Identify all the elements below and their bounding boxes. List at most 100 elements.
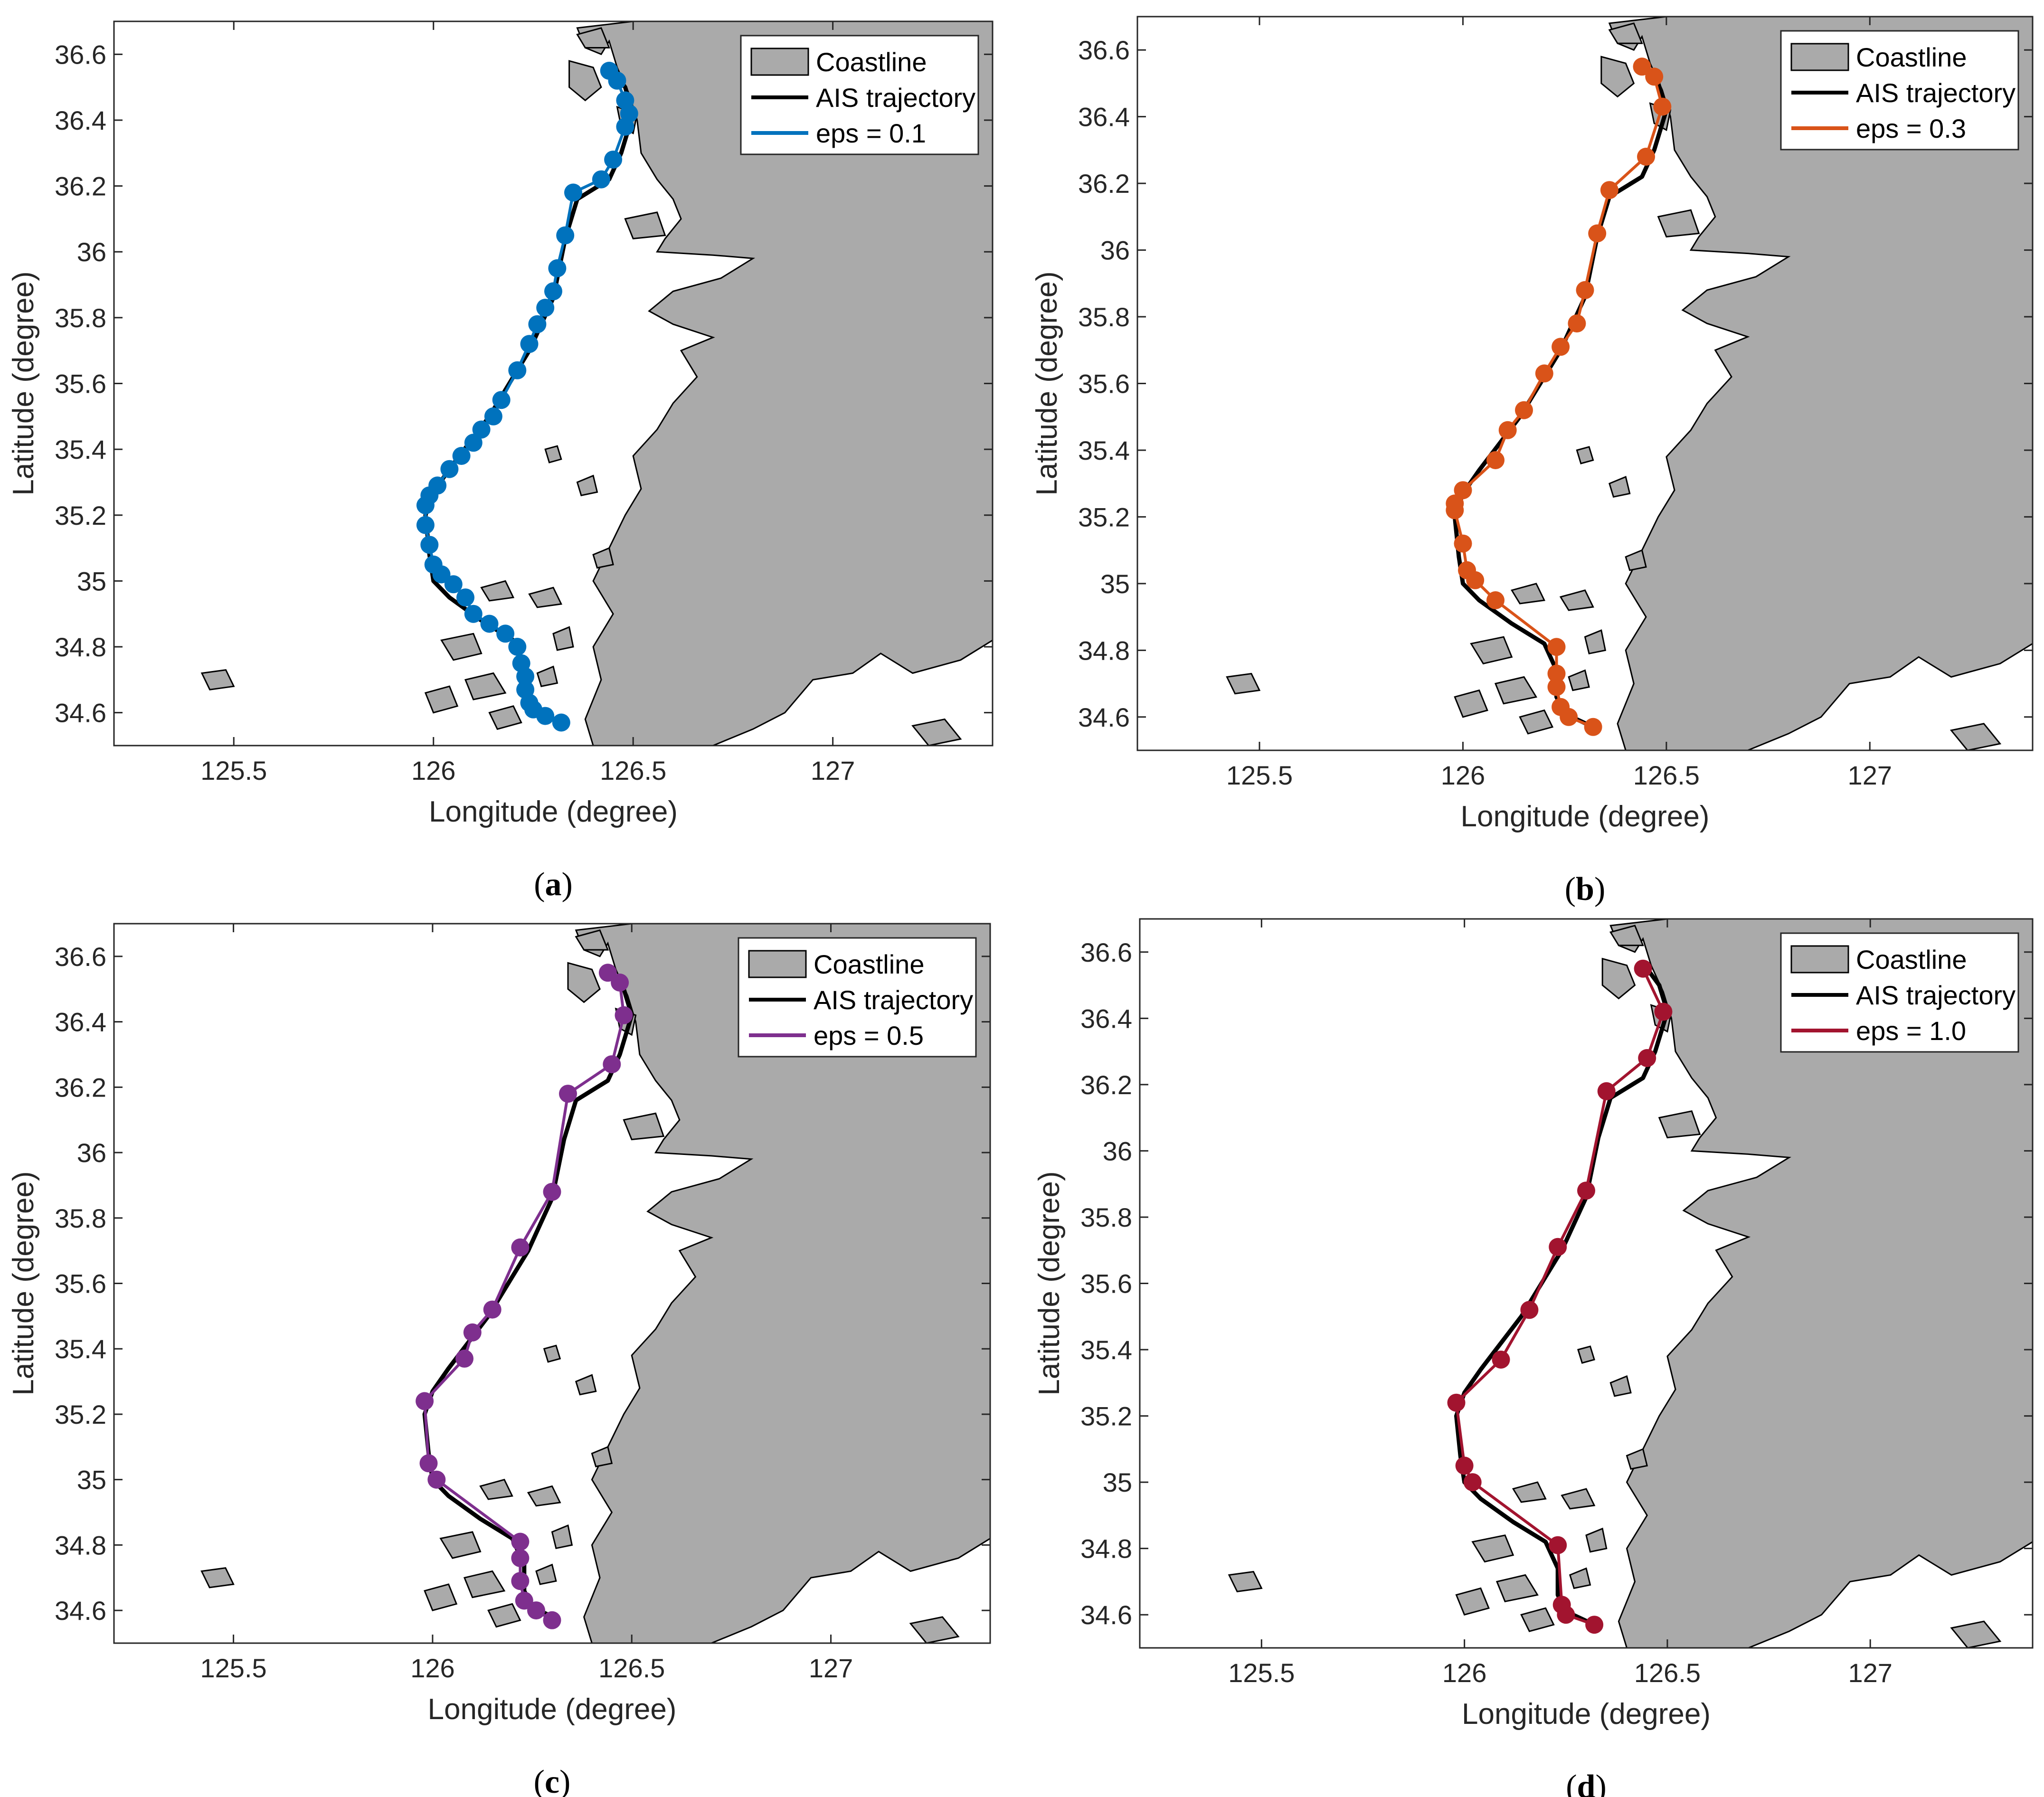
eps-point — [511, 1572, 530, 1590]
eps-point — [416, 1392, 434, 1410]
legend-swatch-coastline — [1790, 945, 1849, 974]
legend-swatch-coastline — [750, 47, 809, 76]
island — [1601, 957, 1636, 1000]
eps-point — [483, 1300, 502, 1319]
eps-point — [552, 713, 570, 732]
eps-point — [1520, 1301, 1539, 1319]
eps-point — [1597, 1082, 1616, 1100]
eps-point — [615, 1006, 633, 1024]
legend-label: AIS trajectory — [814, 985, 973, 1015]
eps-point — [1568, 314, 1586, 333]
x-tick-label: 126 — [411, 756, 455, 785]
eps-point — [1653, 97, 1672, 116]
eps-point — [1486, 591, 1505, 609]
y-tick-label: 36 — [77, 1138, 106, 1168]
legend-label: Coastline — [814, 949, 924, 979]
island — [592, 547, 614, 569]
legend-swatch-coastline — [1790, 43, 1849, 71]
y-axis-label: Latitude (degree) — [1033, 1171, 1066, 1395]
eps-point — [1645, 67, 1664, 86]
x-tick-label: 125.5 — [1226, 760, 1293, 790]
y-tick-label: 34.6 — [55, 698, 106, 728]
ais-trajectory-line — [1452, 65, 1669, 729]
eps-point — [1535, 364, 1553, 383]
legend: Coastline AIS trajectory eps = 0.3 — [1780, 30, 2019, 151]
y-tick-label: 35.8 — [1080, 1202, 1132, 1232]
island — [527, 1485, 561, 1507]
island — [439, 1531, 482, 1559]
eps-point — [528, 315, 547, 333]
island — [544, 445, 562, 463]
island — [1949, 723, 2002, 750]
y-tick-label: 36.2 — [1080, 1070, 1132, 1100]
eps-point — [527, 1601, 545, 1620]
eps-point — [543, 1611, 561, 1629]
island — [1600, 56, 1635, 98]
eps-point — [464, 434, 483, 452]
island — [1584, 629, 1607, 655]
eps-point — [463, 1323, 482, 1342]
y-tick-label: 34.8 — [55, 1530, 106, 1560]
eps-point — [420, 536, 439, 554]
island — [1576, 446, 1594, 464]
eps-point — [515, 1591, 533, 1610]
legend-label: AIS trajectory — [1856, 78, 2016, 108]
eps-point — [1577, 1182, 1595, 1200]
eps-point — [608, 71, 626, 90]
island — [1658, 1110, 1701, 1139]
x-tick-label: 126 — [1442, 1658, 1486, 1688]
y-tick-label: 35.8 — [55, 1203, 106, 1233]
legend-label: AIS trajectory — [816, 83, 975, 113]
x-tick-label: 127 — [1848, 760, 1892, 790]
island — [440, 633, 483, 661]
x-axis-label: Longitude (degree) — [1462, 1698, 1711, 1731]
panel-c: 125.5 126 126.5 127 34.6 34.8 35 35.2 35.4 35.6 35… — [7, 923, 991, 1797]
y-tick-label: 36.4 — [1080, 1003, 1132, 1033]
eps-point — [1486, 451, 1505, 469]
island — [1585, 1527, 1608, 1553]
eps-point — [616, 117, 634, 136]
eps-point — [472, 420, 491, 439]
island — [591, 1446, 613, 1467]
x-axis-label: Longitude (degree) — [1461, 800, 1710, 833]
island — [575, 1374, 597, 1396]
island — [1609, 476, 1631, 498]
island — [1625, 549, 1647, 571]
eps-point — [1637, 148, 1655, 166]
island — [1609, 1375, 1632, 1397]
x-tick-label: 126.5 — [1634, 1658, 1701, 1688]
island — [552, 626, 574, 651]
x-axis-label: Longitude (degree) — [429, 795, 678, 828]
island — [543, 1344, 561, 1363]
eps-point — [496, 624, 515, 643]
island — [200, 1567, 235, 1589]
eps-point — [440, 460, 459, 478]
eps-point — [480, 615, 499, 633]
eps-point — [1633, 57, 1651, 76]
eps-point — [536, 299, 555, 317]
x-tick-label: 126 — [410, 1653, 454, 1683]
legend-label: Coastline — [816, 47, 927, 77]
eps-point — [511, 1238, 530, 1257]
y-tick-label: 35.2 — [55, 1400, 106, 1429]
island — [464, 672, 507, 700]
y-tick-label: 35 — [1100, 569, 1130, 599]
y-tick-label: 36.4 — [55, 105, 106, 135]
panel-caption: (c) — [534, 1764, 571, 1797]
x-tick-label: 126.5 — [1633, 760, 1700, 790]
panel-caption: (a) — [534, 866, 573, 903]
legend-label: eps = 0.3 — [1856, 113, 1966, 143]
y-tick-label: 35.6 — [1080, 1269, 1132, 1299]
y-tick-label: 35.4 — [1078, 435, 1130, 465]
island — [624, 211, 666, 240]
island — [568, 60, 602, 102]
x-tick-label: 125.5 — [200, 1653, 267, 1683]
island — [567, 962, 601, 1003]
x-tick-label: 127 — [811, 756, 855, 785]
eps-point — [455, 1349, 473, 1368]
eps-point — [1446, 501, 1464, 520]
eps-point — [508, 361, 527, 379]
eps-point — [1447, 1393, 1466, 1412]
ais-trajectory-line — [1454, 967, 1670, 1627]
